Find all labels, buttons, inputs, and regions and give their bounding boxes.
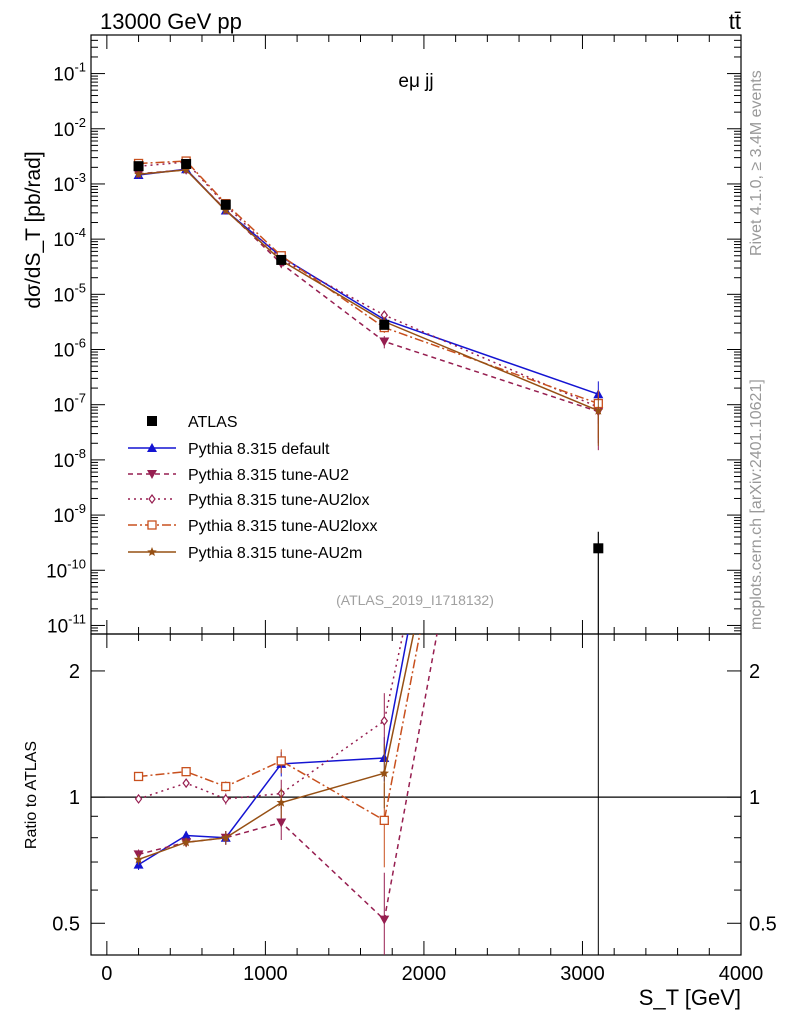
ratio-frame [90,633,742,956]
analysis-label: (ATLAS_2019_I1718132) [336,592,494,608]
data-point [181,767,191,777]
y-tick-label: 10-8 [53,446,86,472]
rivet-label: Rivet 4.1.0, ≥ 3.4M events [748,70,765,256]
data-point [147,443,157,452]
series-line [138,161,599,408]
ratio-axis-title: Ratio to ATLAS [23,741,40,849]
data-point [379,768,389,778]
y-tick-label: 10-10 [46,556,86,582]
energy-label: 13000 GeV pp [100,9,242,34]
legend-label: Pythia 8.315 tune-AU2lox [188,492,369,509]
legend: ATLAS Pythia 8.315 default Pythia 8.315 tu… [128,414,377,562]
atlas-point [276,254,287,265]
data-point [221,205,231,215]
y-tick-label: 10-6 [53,336,86,362]
data-point [147,470,157,479]
data-point [181,830,192,840]
y-tick-label: 10-2 [53,115,86,141]
ratio-line [138,634,421,822]
series-line [138,169,599,412]
data-point [380,715,389,726]
data-point [276,818,287,828]
data-point [379,815,389,826]
atlas-point [593,543,604,554]
data-point [181,164,191,174]
mcplots-label: mcplots.cern.ch [arXiv:2401.10621] [748,379,765,630]
atlas-point [379,319,390,330]
axis-ticks [91,34,742,955]
data-point [147,520,157,530]
main-panel [133,156,604,634]
tick-labels: 0 1000 2000 3000 400010-1110-1010-910-810-71… [46,60,777,985]
legend-label: Pythia 8.315 tune-AU2loxx [188,518,377,535]
y-tick-label: 10-5 [53,280,86,306]
x-tick-label: 0 [101,963,112,985]
data-point [134,793,143,804]
series-line [138,160,599,405]
ratio-panel [91,634,741,955]
ratio-line [138,634,404,800]
data-point [276,797,286,807]
y-axis-title: dσ/dS_T [pb/rad] [22,151,45,308]
data-point [221,781,231,792]
data-point [133,771,144,782]
ratio-tick-label-right: 1 [749,787,760,809]
plot-title: eμ jj [398,71,433,92]
data-point [221,832,231,842]
data-point [593,405,604,415]
data-point [181,837,191,847]
data-point [148,494,156,504]
legend-label: Pythia 8.315 tune-AU2 [188,467,349,484]
data-point [133,169,144,179]
atlas-point [133,161,144,172]
data-point [222,793,230,804]
data-point [182,778,190,789]
x-tick-label: 3000 [560,963,605,985]
legend-label: Pythia 8.315 tune-AU2m [188,545,362,562]
y-tick-label: 10-7 [53,391,86,417]
x-tick-label: 2000 [402,963,447,985]
ratio-line [138,634,415,861]
ratio-tick-label: 0.5 [52,913,80,935]
process-label: tt̄ [729,9,741,34]
data-point [147,416,157,426]
data-point [379,337,390,347]
y-tick-label: 10-3 [53,170,86,196]
data-point [133,854,144,864]
series-line [138,169,599,413]
x-tick-label: 4000 [719,963,764,985]
ratio-tick-label-right: 0.5 [749,913,777,935]
ratio-tick-label: 2 [69,661,80,683]
data-point [379,915,390,925]
ratio-line [138,634,409,866]
ratio-tick-label-right: 2 [749,661,760,683]
series-line [138,168,599,395]
y-tick-label: 10-11 [47,611,86,637]
ratio-tick-label: 1 [69,787,80,809]
ratio-line [138,634,438,922]
data-point [276,756,286,766]
atlas-point [220,199,231,210]
y-tick-label: 10-4 [53,225,86,251]
legend-label: ATLAS [188,414,238,431]
y-tick-label: 10-9 [53,501,86,527]
data-point [147,547,157,556]
legend-label: Pythia 8.315 default [188,441,330,458]
x-tick-label: 1000 [243,963,288,985]
atlas-point [181,158,192,169]
x-axis-title: S_T [GeV] [639,985,741,1010]
y-tick-label: 10-1 [53,60,86,86]
